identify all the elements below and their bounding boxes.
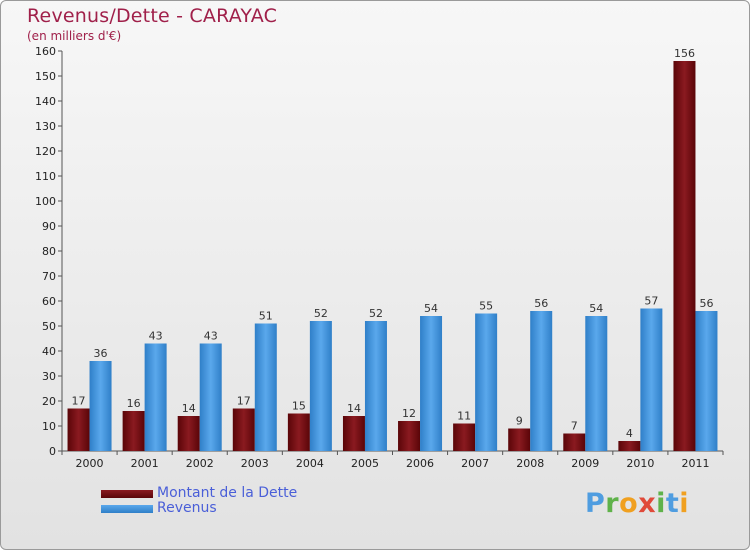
- bar-revenus: [89, 361, 112, 451]
- x-tick-label: 2007: [461, 457, 489, 470]
- y-tick-label: 20: [42, 395, 56, 408]
- legend-label-dette: Montant de la Dette: [157, 485, 298, 501]
- bar-revenus: [695, 311, 718, 451]
- legend-swatch-dette: [101, 490, 153, 498]
- data-label-dette: 15: [292, 400, 306, 413]
- bar-dette: [177, 416, 200, 451]
- bar-revenus: [420, 316, 443, 451]
- x-tick-label: 2001: [131, 457, 159, 470]
- x-tick-label: 2004: [296, 457, 324, 470]
- data-label-dette: 11: [457, 410, 471, 423]
- data-label-revenus: 56: [534, 297, 548, 310]
- data-label-dette: 14: [347, 402, 361, 415]
- bar-dette: [232, 408, 255, 451]
- data-label-revenus: 57: [644, 295, 658, 308]
- chart-subtitle: (en milliers d'€): [27, 29, 122, 43]
- data-label-dette: 156: [674, 47, 695, 60]
- y-tick-label: 80: [42, 245, 56, 258]
- data-label-revenus: 36: [94, 347, 108, 360]
- data-label-revenus: 56: [699, 297, 713, 310]
- x-tick-label: 2008: [516, 457, 544, 470]
- bars: [67, 61, 718, 451]
- data-label-dette: 14: [182, 402, 196, 415]
- bar-revenus: [144, 343, 167, 451]
- bar-dette: [563, 433, 586, 451]
- chart-title: Revenus/Dette - CARAYAC: [27, 5, 278, 27]
- data-label-dette: 17: [72, 395, 86, 408]
- bar-revenus: [199, 343, 222, 451]
- bar-dette: [287, 413, 310, 451]
- y-tick-label: 120: [35, 145, 56, 158]
- data-label-revenus: 43: [204, 330, 218, 343]
- x-tick-label: 2003: [241, 457, 269, 470]
- data-label-dette: 9: [516, 415, 523, 428]
- y-tick-label: 30: [42, 370, 56, 383]
- x-tick-label: 2005: [351, 457, 379, 470]
- y-tick-label: 100: [35, 195, 56, 208]
- bar-dette: [398, 421, 421, 451]
- data-label-dette: 17: [237, 395, 251, 408]
- y-tick-label: 40: [42, 345, 56, 358]
- y-tick-label: 50: [42, 320, 56, 333]
- x-tick-label: 2010: [626, 457, 654, 470]
- y-tick-label: 160: [35, 45, 56, 58]
- proxiti-logo: Proxiti: [585, 488, 690, 519]
- y-tick-label: 10: [42, 420, 56, 433]
- y-tick-label: 90: [42, 220, 56, 233]
- legend-label-revenus: Revenus: [157, 500, 217, 516]
- y-tick-label: 0: [49, 445, 56, 458]
- y-tick-label: 150: [35, 70, 56, 83]
- x-tick-label: 2009: [571, 457, 599, 470]
- data-label-revenus: 43: [149, 330, 163, 343]
- y-tick-label: 60: [42, 295, 56, 308]
- bar-revenus: [254, 323, 277, 451]
- data-label-revenus: 54: [589, 302, 603, 315]
- y-tick-label: 130: [35, 120, 56, 133]
- bar-revenus: [475, 313, 498, 451]
- bar-revenus: [530, 311, 553, 451]
- data-label-revenus: 54: [424, 302, 438, 315]
- bar-revenus: [640, 308, 663, 451]
- bar-revenus: [364, 321, 387, 451]
- x-tick-label: 2011: [681, 457, 709, 470]
- axes: 0 10 20 30 40 50 60 70 80 90 100 110 120 130 140 150 160…: [35, 45, 724, 470]
- data-label-revenus: 52: [369, 307, 383, 320]
- bar-dette: [67, 408, 90, 451]
- data-label-dette: 4: [626, 427, 633, 440]
- bar-revenus: [585, 316, 608, 451]
- bar-dette: [453, 423, 476, 451]
- data-label-revenus: 51: [259, 310, 273, 323]
- y-tick-label: 110: [35, 170, 56, 183]
- bar-dette: [618, 441, 641, 451]
- data-label-dette: 7: [571, 420, 578, 433]
- legend-swatch-revenus: [101, 505, 153, 513]
- bar-dette: [342, 416, 365, 451]
- x-tick-label: 2000: [76, 457, 104, 470]
- data-label-dette: 12: [402, 407, 416, 420]
- y-tick-label: 70: [42, 270, 56, 283]
- y-tick-label: 140: [35, 95, 56, 108]
- data-label-revenus: 55: [479, 300, 493, 313]
- x-tick-label: 2002: [186, 457, 214, 470]
- bar-revenus: [309, 321, 332, 451]
- data-label-dette: 16: [127, 397, 141, 410]
- bar-dette: [673, 61, 696, 451]
- x-tick-label: 2006: [406, 457, 434, 470]
- bar-dette: [122, 411, 145, 451]
- data-label-revenus: 52: [314, 307, 328, 320]
- data-labels: 17 36 16 43 14 43 17 51 15 52 14 52 12 54 11 55 9 56 7 54 4 5…: [72, 47, 714, 440]
- bar-dette: [508, 428, 531, 451]
